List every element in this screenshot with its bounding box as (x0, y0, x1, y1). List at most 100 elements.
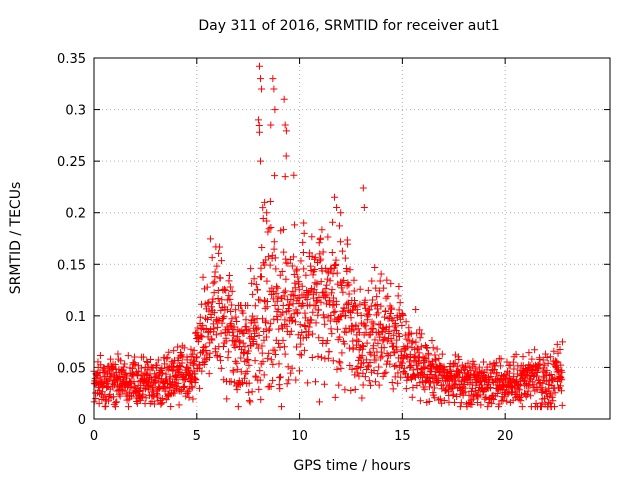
data-point (161, 385, 169, 393)
data-point (400, 364, 408, 372)
data-point (435, 396, 443, 404)
data-point (369, 296, 377, 304)
data-point (335, 316, 343, 324)
data-point (377, 354, 385, 362)
data-point (337, 364, 345, 372)
data-point (395, 330, 403, 338)
data-point (387, 309, 395, 317)
data-point (289, 300, 297, 308)
data-point (228, 287, 236, 295)
data-point (293, 265, 301, 273)
data-point (382, 323, 390, 331)
data-point (343, 282, 351, 290)
data-point (313, 297, 321, 305)
data-point (336, 313, 344, 321)
data-point (418, 330, 426, 338)
data-point (300, 265, 308, 273)
data-point (125, 403, 133, 411)
data-point (259, 358, 267, 366)
data-point (436, 395, 444, 403)
data-point (335, 222, 343, 230)
data-point (237, 354, 245, 362)
data-point (218, 296, 226, 304)
data-point (476, 391, 484, 399)
data-point (397, 373, 405, 381)
data-point (457, 399, 465, 407)
data-point (112, 399, 120, 407)
data-point (384, 292, 392, 300)
data-point (272, 265, 280, 273)
data-point (198, 321, 206, 329)
data-point (256, 376, 264, 384)
data-point (350, 276, 358, 284)
data-point (239, 339, 247, 347)
data-point (297, 340, 305, 348)
data-point (250, 315, 258, 323)
data-point (492, 359, 500, 367)
data-point (382, 307, 390, 315)
data-point (365, 362, 373, 370)
data-point (531, 346, 539, 354)
data-point (463, 403, 471, 411)
data-point (271, 301, 279, 309)
data-point (551, 389, 559, 397)
y-tick-label: 0.25 (57, 155, 86, 170)
data-point (158, 365, 166, 373)
data-point (131, 360, 139, 368)
data-point (253, 340, 261, 348)
data-point (414, 344, 422, 352)
data-point (233, 386, 241, 394)
data-point (361, 373, 369, 381)
data-point (252, 280, 260, 288)
data-point (554, 349, 562, 357)
data-point (365, 311, 373, 319)
data-point (381, 313, 389, 321)
data-point (272, 350, 280, 358)
data-point (137, 364, 145, 372)
data-point (484, 403, 492, 411)
data-point (321, 320, 329, 328)
data-point (236, 338, 244, 346)
data-point (375, 321, 383, 329)
data-point (273, 283, 281, 291)
data-point (376, 277, 384, 285)
data-point (212, 331, 220, 339)
data-point (380, 344, 388, 352)
data-point (372, 356, 380, 364)
data-point (299, 248, 307, 256)
data-point (217, 364, 225, 372)
data-point (549, 397, 557, 405)
data-point (174, 379, 182, 387)
data-point (240, 349, 248, 357)
data-point (206, 235, 214, 243)
data-point (215, 249, 223, 257)
data-point (289, 316, 297, 324)
data-point (355, 337, 363, 345)
data-point (295, 278, 303, 286)
data-point (456, 403, 464, 411)
data-point (215, 316, 223, 324)
data-point (295, 286, 303, 294)
data-point (254, 324, 262, 332)
data-point (392, 323, 400, 331)
data-point (333, 365, 341, 373)
data-point (333, 325, 341, 333)
data-point (377, 270, 385, 278)
data-point (341, 386, 349, 394)
data-point (248, 312, 256, 320)
data-point (143, 358, 151, 365)
data-point (357, 312, 365, 320)
data-point (338, 349, 346, 357)
data-point (402, 385, 410, 393)
data-point (512, 350, 520, 358)
data-point (378, 352, 386, 360)
data-point (339, 307, 347, 315)
data-point (316, 257, 324, 265)
data-point (193, 353, 201, 361)
data-point (430, 384, 438, 392)
data-point (303, 296, 311, 304)
data-point (317, 255, 325, 263)
data-point (317, 298, 325, 306)
data-point (271, 106, 279, 114)
data-point (358, 394, 366, 402)
